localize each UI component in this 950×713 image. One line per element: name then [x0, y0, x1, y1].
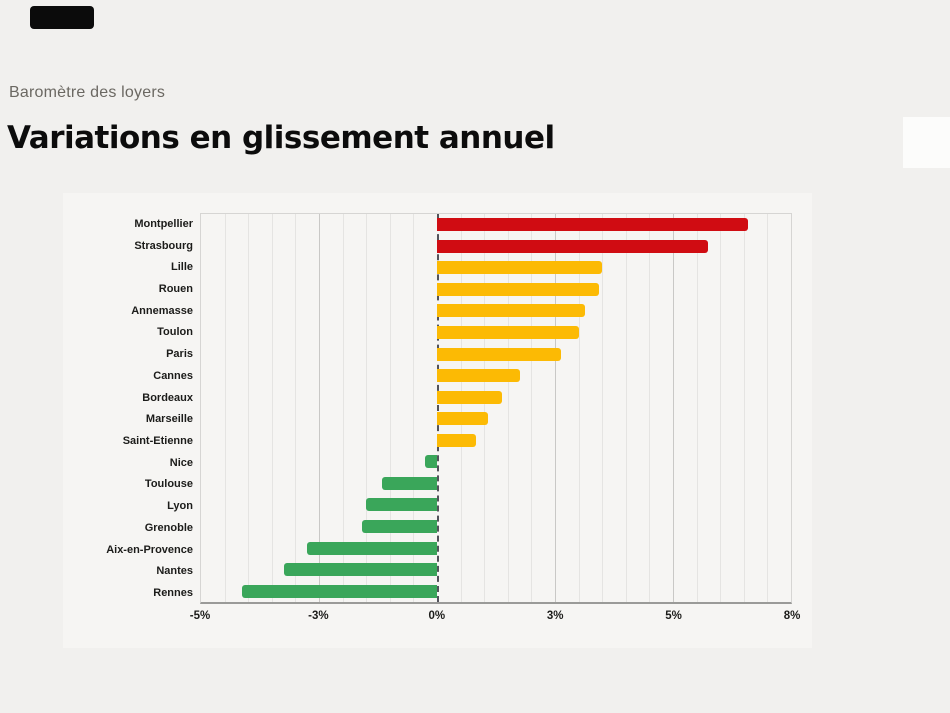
y-axis-label: Aix-en-Provence: [106, 543, 193, 556]
bar-lille[interactable]: [437, 261, 603, 275]
gridline: [602, 214, 604, 602]
bar-aix-en-provence[interactable]: [307, 541, 437, 555]
bar-toulouse[interactable]: [381, 476, 437, 490]
bar-row: [201, 559, 791, 581]
gridline: [342, 214, 344, 602]
y-axis-label: Toulouse: [144, 478, 193, 491]
bar-strasbourg[interactable]: [437, 239, 709, 253]
y-axis-label: Nantes: [156, 565, 193, 578]
y-axis-label: Lyon: [167, 500, 193, 513]
bar-row: [201, 537, 791, 559]
y-axis-label: Grenoble: [144, 521, 193, 534]
gridline: [319, 214, 320, 602]
bar-rennes[interactable]: [242, 584, 437, 598]
gridline: [460, 214, 462, 602]
gridline: [271, 214, 273, 602]
bar-marseille[interactable]: [437, 412, 489, 426]
bar-toulon[interactable]: [437, 326, 579, 340]
chart-widget: Montpellier Strasbourg Lille Rouen Annemasse…: [63, 193, 812, 648]
bar-row: [201, 430, 791, 452]
gridline: [720, 214, 722, 602]
gridline: [743, 214, 745, 602]
gridline: [767, 214, 769, 602]
bar-row: [201, 386, 791, 408]
gridline: [366, 214, 368, 602]
bar-paris[interactable]: [437, 347, 561, 361]
chart-kicker: Baromètre des loyers: [9, 84, 166, 101]
x-axis-label: 5%: [665, 610, 682, 622]
y-axis-label: Saint-Etienne: [122, 435, 193, 448]
logo-block: [30, 6, 94, 29]
y-axis-label: Cannes: [153, 369, 193, 382]
zero-axis-line: [437, 214, 439, 602]
bar-row: [201, 279, 791, 301]
y-axis-label: Nice: [169, 456, 193, 469]
gridline: [389, 214, 391, 602]
y-axis-label: Lille: [170, 261, 193, 274]
gridline: [673, 214, 674, 602]
bar-rouen[interactable]: [437, 282, 600, 296]
page-title: Variations en glissement annuel: [7, 120, 555, 156]
bar-row: [201, 494, 791, 516]
bar-row: [201, 365, 791, 387]
x-axis-label: 3%: [546, 610, 564, 622]
y-axis-label: Paris: [166, 348, 193, 361]
bar-row: [201, 214, 791, 236]
bar-bordeaux[interactable]: [437, 390, 502, 404]
plot-area: [200, 213, 792, 604]
y-axis-label: Toulon: [157, 326, 193, 339]
bar-row: [201, 580, 791, 602]
gridline: [531, 214, 533, 602]
bar-annemasse[interactable]: [437, 304, 585, 318]
bar-row: [201, 451, 791, 473]
gridline: [484, 214, 486, 602]
x-axis-label: -5%: [189, 610, 211, 622]
bar-row: [201, 343, 791, 365]
y-axis-label: Annemasse: [131, 304, 193, 317]
gridline: [507, 214, 509, 602]
y-axis-label: Strasbourg: [134, 239, 193, 252]
gridline: [555, 214, 556, 602]
bar-row: [201, 300, 791, 322]
gridline: [696, 214, 698, 602]
bar-lyon[interactable]: [366, 498, 437, 512]
gridline: [224, 214, 226, 602]
bar-nantes[interactable]: [283, 563, 437, 577]
bar-row: [201, 257, 791, 279]
title-side-strip: [903, 117, 950, 168]
y-axis-label: Rennes: [153, 587, 193, 600]
bar-row: [201, 473, 791, 495]
bar-saint-etienne[interactable]: [437, 433, 477, 447]
gridline: [578, 214, 580, 602]
x-axis-label: 0%: [428, 610, 446, 622]
bar-cannes[interactable]: [437, 369, 520, 383]
bar-grenoble[interactable]: [362, 520, 437, 534]
gridline: [248, 214, 250, 602]
y-axis-label: Bordeaux: [142, 391, 193, 404]
y-axis-label: Rouen: [158, 283, 193, 296]
x-axis-label: 8%: [783, 610, 801, 622]
bar-row: [201, 236, 791, 258]
y-axis-label: Marseille: [145, 413, 193, 426]
x-axis-labels: -5% -3% 0% 3% 5% 8%: [190, 610, 801, 626]
bar-nice[interactable]: [425, 455, 437, 469]
gridline: [295, 214, 297, 602]
gridline: [649, 214, 651, 602]
y-axis-labels: Montpellier Strasbourg Lille Rouen Annemasse…: [63, 213, 193, 604]
bar-row: [201, 408, 791, 430]
bar-montpellier[interactable]: [437, 218, 748, 232]
gridline: [625, 214, 627, 602]
bar-row: [201, 516, 791, 538]
bar-row: [201, 322, 791, 344]
gridline: [413, 214, 415, 602]
y-axis-label: Montpellier: [134, 217, 193, 230]
x-axis-label: -3%: [308, 610, 329, 622]
